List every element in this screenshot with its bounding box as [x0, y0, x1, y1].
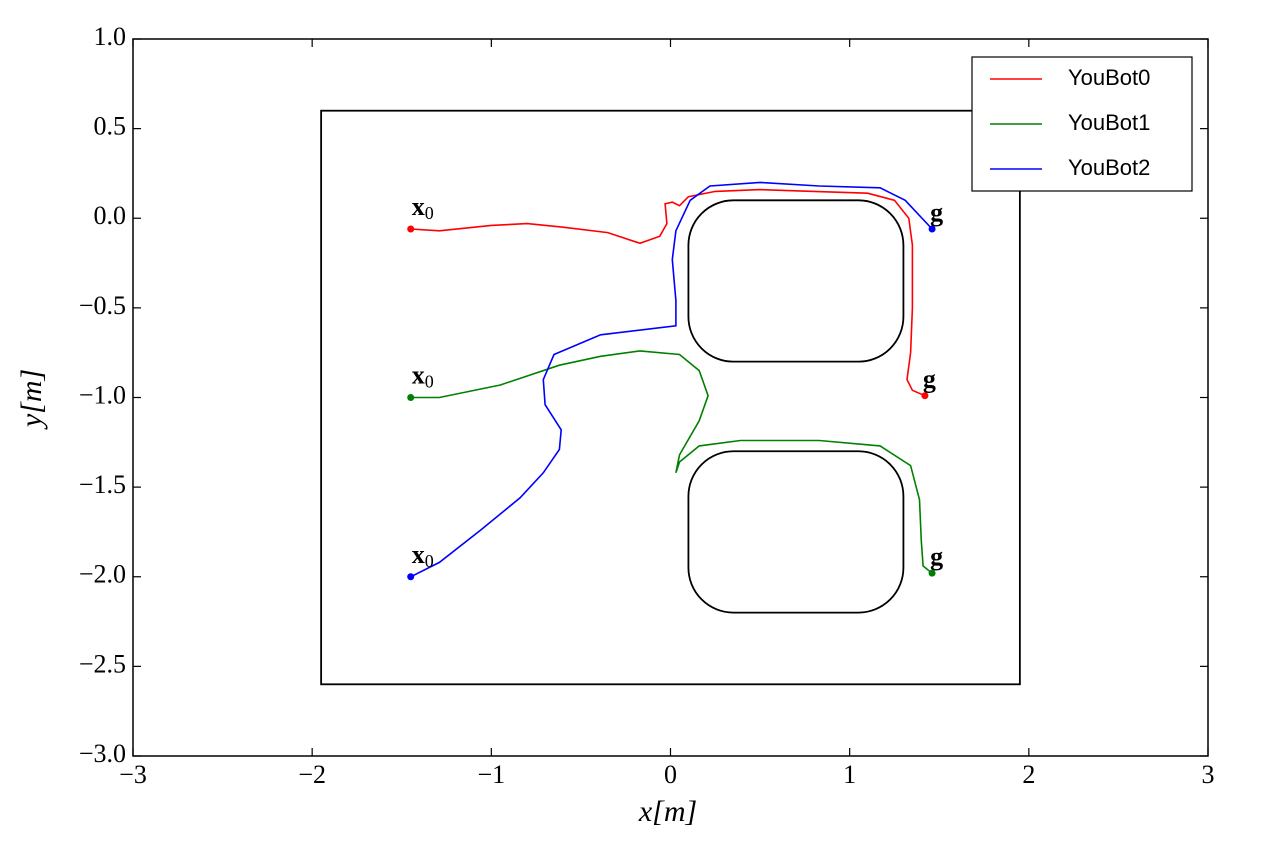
x-tick-label: 3 [1202, 760, 1215, 789]
y-tick-label: −2.0 [79, 560, 126, 589]
x-tick-label: 0 [664, 760, 677, 789]
x-tick-label: −3 [119, 760, 147, 789]
goal-label: g [930, 542, 943, 571]
start-label-sub: 0 [425, 372, 434, 392]
start-label-text: x [412, 360, 425, 389]
goal-point [928, 225, 936, 233]
y-tick-label: −1.5 [79, 470, 126, 499]
x-tick-label: 2 [1022, 760, 1035, 789]
y-tick-label: 0.5 [94, 112, 127, 141]
y-tick-label: −2.5 [79, 649, 126, 678]
goal-label: g [930, 198, 943, 227]
obstacle [687, 199, 905, 363]
y-axis-label: y[m] [15, 369, 48, 430]
start-label-sub: 0 [425, 551, 434, 571]
start-label-text: x [412, 192, 425, 221]
goal-label: g [923, 365, 936, 394]
y-tick-label: −3.0 [79, 739, 126, 768]
start-label-sub: 0 [425, 203, 434, 223]
start-label: x0 [412, 540, 434, 571]
y-tick-label: −1.0 [79, 380, 126, 409]
start-point [407, 573, 415, 581]
x-tick-label: −2 [298, 760, 326, 789]
y-tick-label: 0.0 [94, 201, 127, 230]
start-point [407, 225, 415, 233]
trajectory [410, 181, 933, 578]
x-tick-label: −1 [477, 760, 505, 789]
legend-label: YouBot0 [1068, 65, 1150, 90]
goal-point [928, 569, 936, 577]
x-axis-label: x[m] [638, 795, 697, 828]
trajectory [410, 350, 933, 574]
trajectory [410, 188, 926, 397]
start-label: x0 [412, 192, 434, 223]
x-tick-label: 1 [843, 760, 856, 789]
y-tick-label: 1.0 [94, 22, 127, 51]
goal-point [921, 392, 929, 400]
start-label: x0 [412, 360, 434, 391]
legend-label: YouBot1 [1068, 110, 1150, 135]
start-point [407, 394, 415, 401]
obstacle [687, 450, 905, 614]
start-label-text: x [412, 540, 425, 569]
y-tick-label: −0.5 [79, 291, 126, 320]
legend-label: YouBot2 [1068, 155, 1150, 180]
boundary [320, 109, 1021, 686]
